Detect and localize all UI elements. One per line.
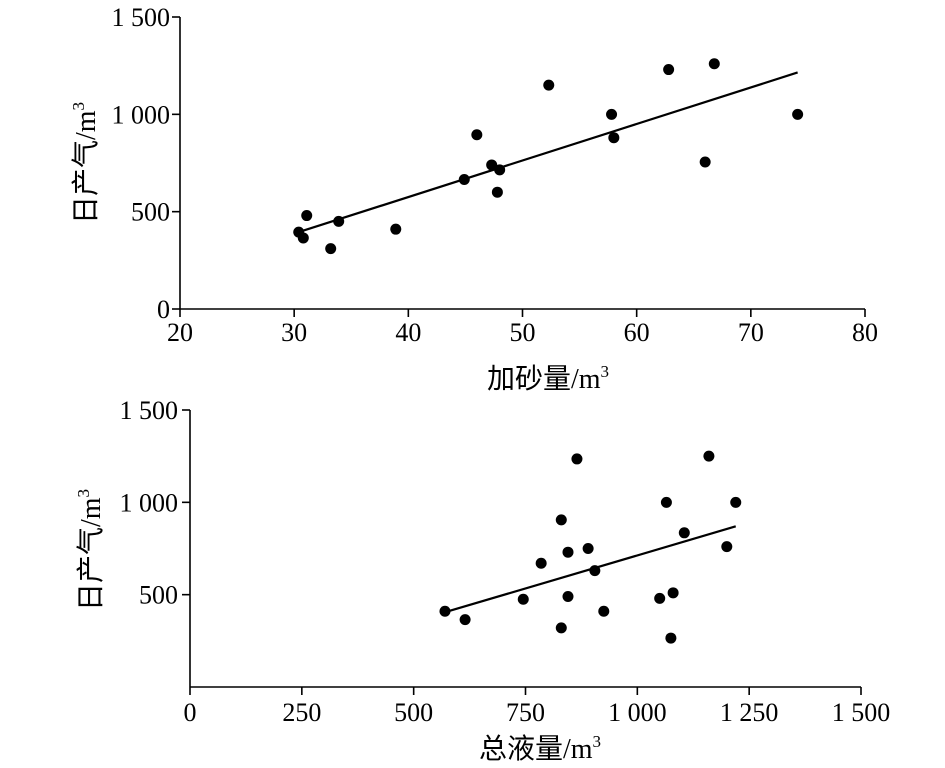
y-tick-label: 0 — [157, 295, 170, 324]
data-point — [325, 243, 337, 255]
data-point — [660, 496, 672, 508]
trend-line — [298, 71, 798, 234]
data-point — [562, 546, 574, 558]
data-point — [598, 605, 610, 617]
data-point — [555, 622, 567, 634]
mark-group — [293, 58, 804, 255]
y-axis-title: 日产气/m3 — [69, 102, 102, 224]
x-tick-label: 1 250 — [720, 698, 779, 727]
data-point — [494, 164, 506, 176]
tick-group: 0 250 500 750 1 000 1 250 1 500 500 1 000 1 500 — [120, 396, 891, 727]
data-point — [654, 592, 666, 604]
data-point — [390, 223, 402, 235]
data-point — [458, 174, 470, 186]
data-point — [589, 565, 601, 577]
y-tick-label: 500 — [131, 198, 170, 227]
data-point — [730, 496, 742, 508]
data-point — [699, 156, 711, 168]
data-point — [721, 541, 733, 553]
data-point — [333, 215, 345, 227]
x-tick-label: 50 — [510, 318, 536, 347]
data-point — [562, 591, 574, 603]
x-tick-label: 30 — [281, 318, 307, 347]
data-point — [297, 232, 309, 244]
x-tick-label: 1 000 — [608, 698, 667, 727]
data-point — [517, 593, 529, 605]
x-tick-label: 40 — [395, 318, 421, 347]
data-point — [543, 79, 555, 91]
x-tick-label: 0 — [184, 698, 197, 727]
tick-group: 20 30 40 50 60 70 80 0 500 1 000 1 500 — [112, 3, 879, 347]
chart-gas-vs-sand: 20 30 40 50 60 70 80 0 500 1 000 1 500 加砂量/m3 日产气/… — [69, 3, 878, 395]
data-point — [678, 527, 690, 539]
y-tick-label: 1 500 — [112, 3, 171, 32]
data-point — [663, 64, 675, 76]
data-point — [667, 587, 679, 599]
data-point — [665, 632, 677, 644]
data-point — [301, 210, 313, 222]
x-axis-title: 总液量/m3 — [479, 732, 601, 765]
y-tick-label: 1 000 — [112, 100, 171, 129]
data-point — [582, 543, 594, 554]
data-point — [792, 108, 804, 120]
data-point — [439, 605, 451, 617]
mark-group — [439, 450, 742, 644]
x-axis-title: 加砂量/m3 — [487, 362, 609, 395]
x-tick-label: 70 — [738, 318, 764, 347]
y-axis-title: 日产气/m3 — [74, 489, 107, 611]
x-tick-label: 20 — [167, 318, 193, 347]
data-point — [491, 186, 503, 198]
x-tick-label: 80 — [852, 318, 878, 347]
x-tick-label: 500 — [394, 698, 433, 727]
x-tick-label: 250 — [282, 698, 321, 727]
data-point — [608, 132, 620, 144]
data-point — [555, 514, 567, 526]
x-tick-label: 1 500 — [832, 698, 891, 727]
data-point — [708, 58, 720, 70]
data-point — [486, 159, 498, 171]
x-tick-label: 60 — [624, 318, 650, 347]
y-tick-label: 1 000 — [120, 488, 179, 517]
data-point — [571, 453, 583, 465]
data-point — [535, 557, 547, 569]
data-point — [471, 129, 483, 141]
data-point — [606, 108, 618, 120]
y-tick-label: 1 500 — [120, 396, 179, 425]
x-tick-label: 750 — [506, 698, 545, 727]
data-point — [703, 450, 715, 462]
y-tick-label: 500 — [139, 581, 178, 610]
data-point — [459, 614, 471, 626]
chart-gas-vs-liquid: 0 250 500 750 1 000 1 250 1 500 500 1 000 1 500 总… — [74, 396, 890, 765]
